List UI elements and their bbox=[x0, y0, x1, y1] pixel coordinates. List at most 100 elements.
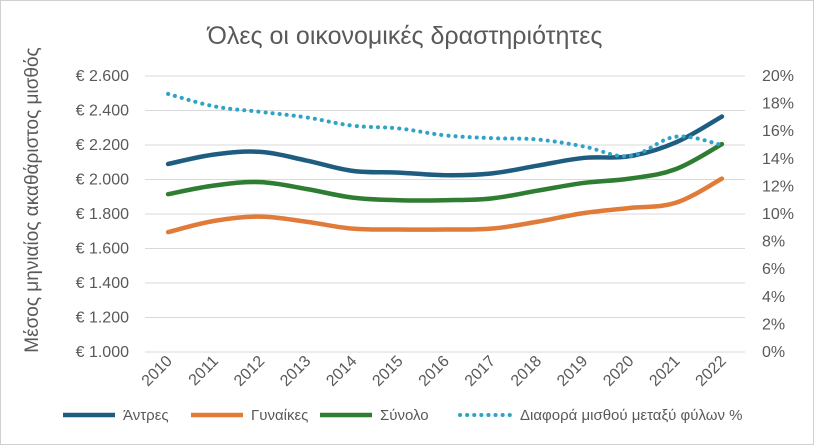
series-point bbox=[305, 159, 309, 163]
right-tick-label: 8% bbox=[762, 234, 785, 251]
series-line-0 bbox=[165, 114, 725, 178]
series-point bbox=[351, 124, 355, 128]
left-tick-label: € 1.800 bbox=[76, 206, 129, 223]
left-tick-label: € 1.000 bbox=[76, 344, 129, 361]
left-tick-label: € 2.000 bbox=[76, 172, 129, 189]
legend: Άντρες Γυναίκες Σύνολο Διαφορά μισθού μεταξ… bbox=[63, 407, 742, 424]
series-point bbox=[351, 227, 355, 231]
series-line-1 bbox=[165, 176, 725, 235]
right-axis-ticks: 0% 2% 4% 6% 8% 10% 12% 14% 16% 18% 20% bbox=[762, 68, 794, 361]
series-point bbox=[212, 184, 216, 188]
y-axis-label: Μέσος μηνιαίος ακαθάριστος μισθός bbox=[22, 47, 43, 352]
x-tick-label: 2011 bbox=[186, 353, 222, 389]
x-tick-label: 2021 bbox=[646, 353, 683, 390]
right-tick-label: 0% bbox=[762, 344, 785, 361]
right-tick-label: 4% bbox=[762, 289, 785, 306]
series-point bbox=[443, 198, 447, 202]
series-point bbox=[720, 143, 724, 147]
series-point bbox=[397, 228, 401, 232]
x-tick-label: 2014 bbox=[323, 353, 360, 390]
series-point bbox=[166, 92, 170, 96]
left-tick-label: € 2.400 bbox=[76, 103, 129, 120]
legend-label: Άντρες bbox=[123, 407, 169, 424]
x-tick-label: 2020 bbox=[600, 353, 637, 390]
series-point bbox=[581, 211, 585, 215]
right-tick-label: 12% bbox=[762, 178, 794, 195]
series-point bbox=[212, 152, 216, 156]
right-tick-label: 14% bbox=[762, 151, 794, 168]
left-tick-label: € 2.600 bbox=[76, 68, 129, 85]
series-point bbox=[628, 154, 632, 158]
x-tick-label: 2010 bbox=[139, 353, 176, 390]
series-point bbox=[305, 187, 309, 191]
series-line-3 bbox=[166, 91, 724, 159]
x-tick-label: 2017 bbox=[462, 353, 499, 390]
series-point bbox=[628, 206, 632, 210]
series-point bbox=[535, 164, 539, 168]
x-tick-label: 2012 bbox=[231, 353, 268, 390]
series-point bbox=[258, 150, 262, 154]
series-point bbox=[258, 110, 262, 114]
series-point bbox=[581, 181, 585, 185]
series-point bbox=[674, 140, 678, 144]
series-point bbox=[351, 169, 355, 173]
series-point bbox=[166, 230, 170, 234]
series-point bbox=[305, 220, 309, 224]
legend-label: Σύνολο bbox=[380, 407, 429, 424]
series-point bbox=[674, 135, 678, 139]
x-tick-label: 2022 bbox=[693, 353, 730, 390]
series-point bbox=[581, 156, 585, 160]
chart-title: Όλες οι οικονομικές δραστηριότητες bbox=[207, 22, 603, 50]
right-tick-label: 16% bbox=[762, 123, 794, 140]
series-point bbox=[166, 162, 170, 166]
series-point bbox=[674, 167, 678, 171]
series-point bbox=[535, 220, 539, 224]
series-point bbox=[535, 137, 539, 141]
series-point bbox=[443, 173, 447, 177]
right-tick-label: 2% bbox=[762, 316, 785, 333]
series-point bbox=[489, 171, 493, 175]
x-tick-label: 2013 bbox=[277, 353, 314, 390]
series-point bbox=[720, 177, 724, 181]
series-point bbox=[212, 104, 216, 108]
series-point bbox=[258, 215, 262, 219]
series-point bbox=[397, 126, 401, 130]
series-layer bbox=[165, 91, 725, 235]
series-point bbox=[720, 115, 724, 119]
right-tick-label: 20% bbox=[762, 68, 794, 85]
legend-label: Διαφορά μισθού μεταξύ φύλων % bbox=[520, 407, 742, 424]
left-tick-label: € 1.400 bbox=[76, 275, 129, 292]
left-axis-ticks: € 1.000 € 1.200 € 1.400 € 1.600 € 1.800 € 2.0… bbox=[76, 68, 129, 361]
left-tick-label: € 1.200 bbox=[76, 310, 129, 327]
right-tick-label: 10% bbox=[762, 206, 794, 223]
series-point bbox=[489, 196, 493, 200]
series-point bbox=[489, 136, 493, 140]
x-axis-ticks: 2010 2011 2012 2013 2014 2015 2016 2017 2018 2019… bbox=[139, 353, 730, 390]
grid-lines bbox=[145, 75, 745, 353]
series-line-2 bbox=[165, 141, 725, 203]
series-point bbox=[397, 171, 401, 175]
series-point bbox=[443, 133, 447, 137]
right-tick-label: 18% bbox=[762, 96, 794, 113]
x-tick-label: 2019 bbox=[554, 353, 591, 390]
x-tick-label: 2015 bbox=[369, 353, 406, 390]
series-point bbox=[397, 198, 401, 202]
x-tick-label: 2018 bbox=[508, 353, 545, 390]
series-point bbox=[489, 227, 493, 231]
legend-label: Γυναίκες bbox=[251, 407, 308, 424]
series-point bbox=[166, 192, 170, 196]
series-point bbox=[212, 219, 216, 223]
right-tick-label: 6% bbox=[762, 261, 785, 278]
left-tick-label: € 1.600 bbox=[76, 241, 129, 258]
series-point bbox=[535, 189, 539, 193]
x-tick-label: 2016 bbox=[416, 353, 453, 390]
series-point bbox=[351, 196, 355, 200]
series-point bbox=[443, 228, 447, 232]
series-point bbox=[305, 115, 309, 119]
series-point bbox=[581, 144, 585, 148]
series-point bbox=[674, 201, 678, 205]
left-tick-label: € 2.200 bbox=[76, 137, 129, 154]
series-point bbox=[258, 180, 262, 184]
